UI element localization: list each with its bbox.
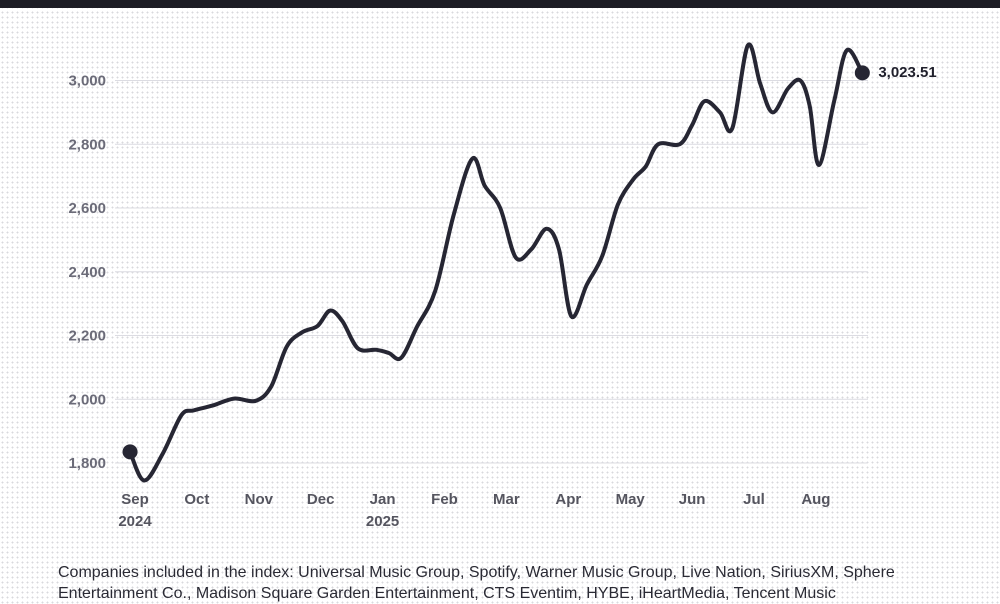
end-value-label: 3,023.51 <box>878 64 936 81</box>
start-marker <box>122 444 138 460</box>
y-axis-ticks: 1,800 2,000 2,200 2,400 2,600 2,800 3,000 <box>68 73 106 473</box>
y-tick-label: 2,800 <box>68 136 106 153</box>
x-tick-year-label: 2025 <box>366 513 399 530</box>
x-tick-label: Jul <box>743 491 765 508</box>
end-marker <box>854 65 870 81</box>
x-tick-year-label: 2024 <box>118 513 152 530</box>
grid-lines <box>115 80 868 464</box>
y-tick-label: 1,800 <box>68 455 106 472</box>
y-tick-label: 3,000 <box>68 73 106 90</box>
y-tick-label: 2,000 <box>68 391 106 408</box>
x-tick-label: Dec <box>307 491 335 508</box>
y-tick-label: 2,400 <box>68 264 106 281</box>
x-tick-label: Feb <box>431 491 458 508</box>
y-tick-label: 2,200 <box>68 328 106 345</box>
footnote: Companies included in the index: Univers… <box>58 564 895 602</box>
x-tick-label: Apr <box>555 491 581 508</box>
x-axis-ticks: Sep 2024 Oct Nov Dec Jan 2025 Feb Mar Apr May Jun Ju… <box>118 491 830 530</box>
x-tick-label: Sep <box>121 491 149 508</box>
top-bar <box>0 0 1000 8</box>
x-tick-label: Nov <box>245 491 274 508</box>
y-tick-label: 2,600 <box>68 200 106 217</box>
x-tick-label: Mar <box>493 491 520 508</box>
x-tick-label: Aug <box>801 491 830 508</box>
x-tick-label: Oct <box>184 491 209 508</box>
x-tick-label: May <box>616 491 646 508</box>
x-tick-label: Jun <box>679 491 706 508</box>
series-line <box>128 42 865 483</box>
x-tick-label: Jan <box>370 491 396 508</box>
